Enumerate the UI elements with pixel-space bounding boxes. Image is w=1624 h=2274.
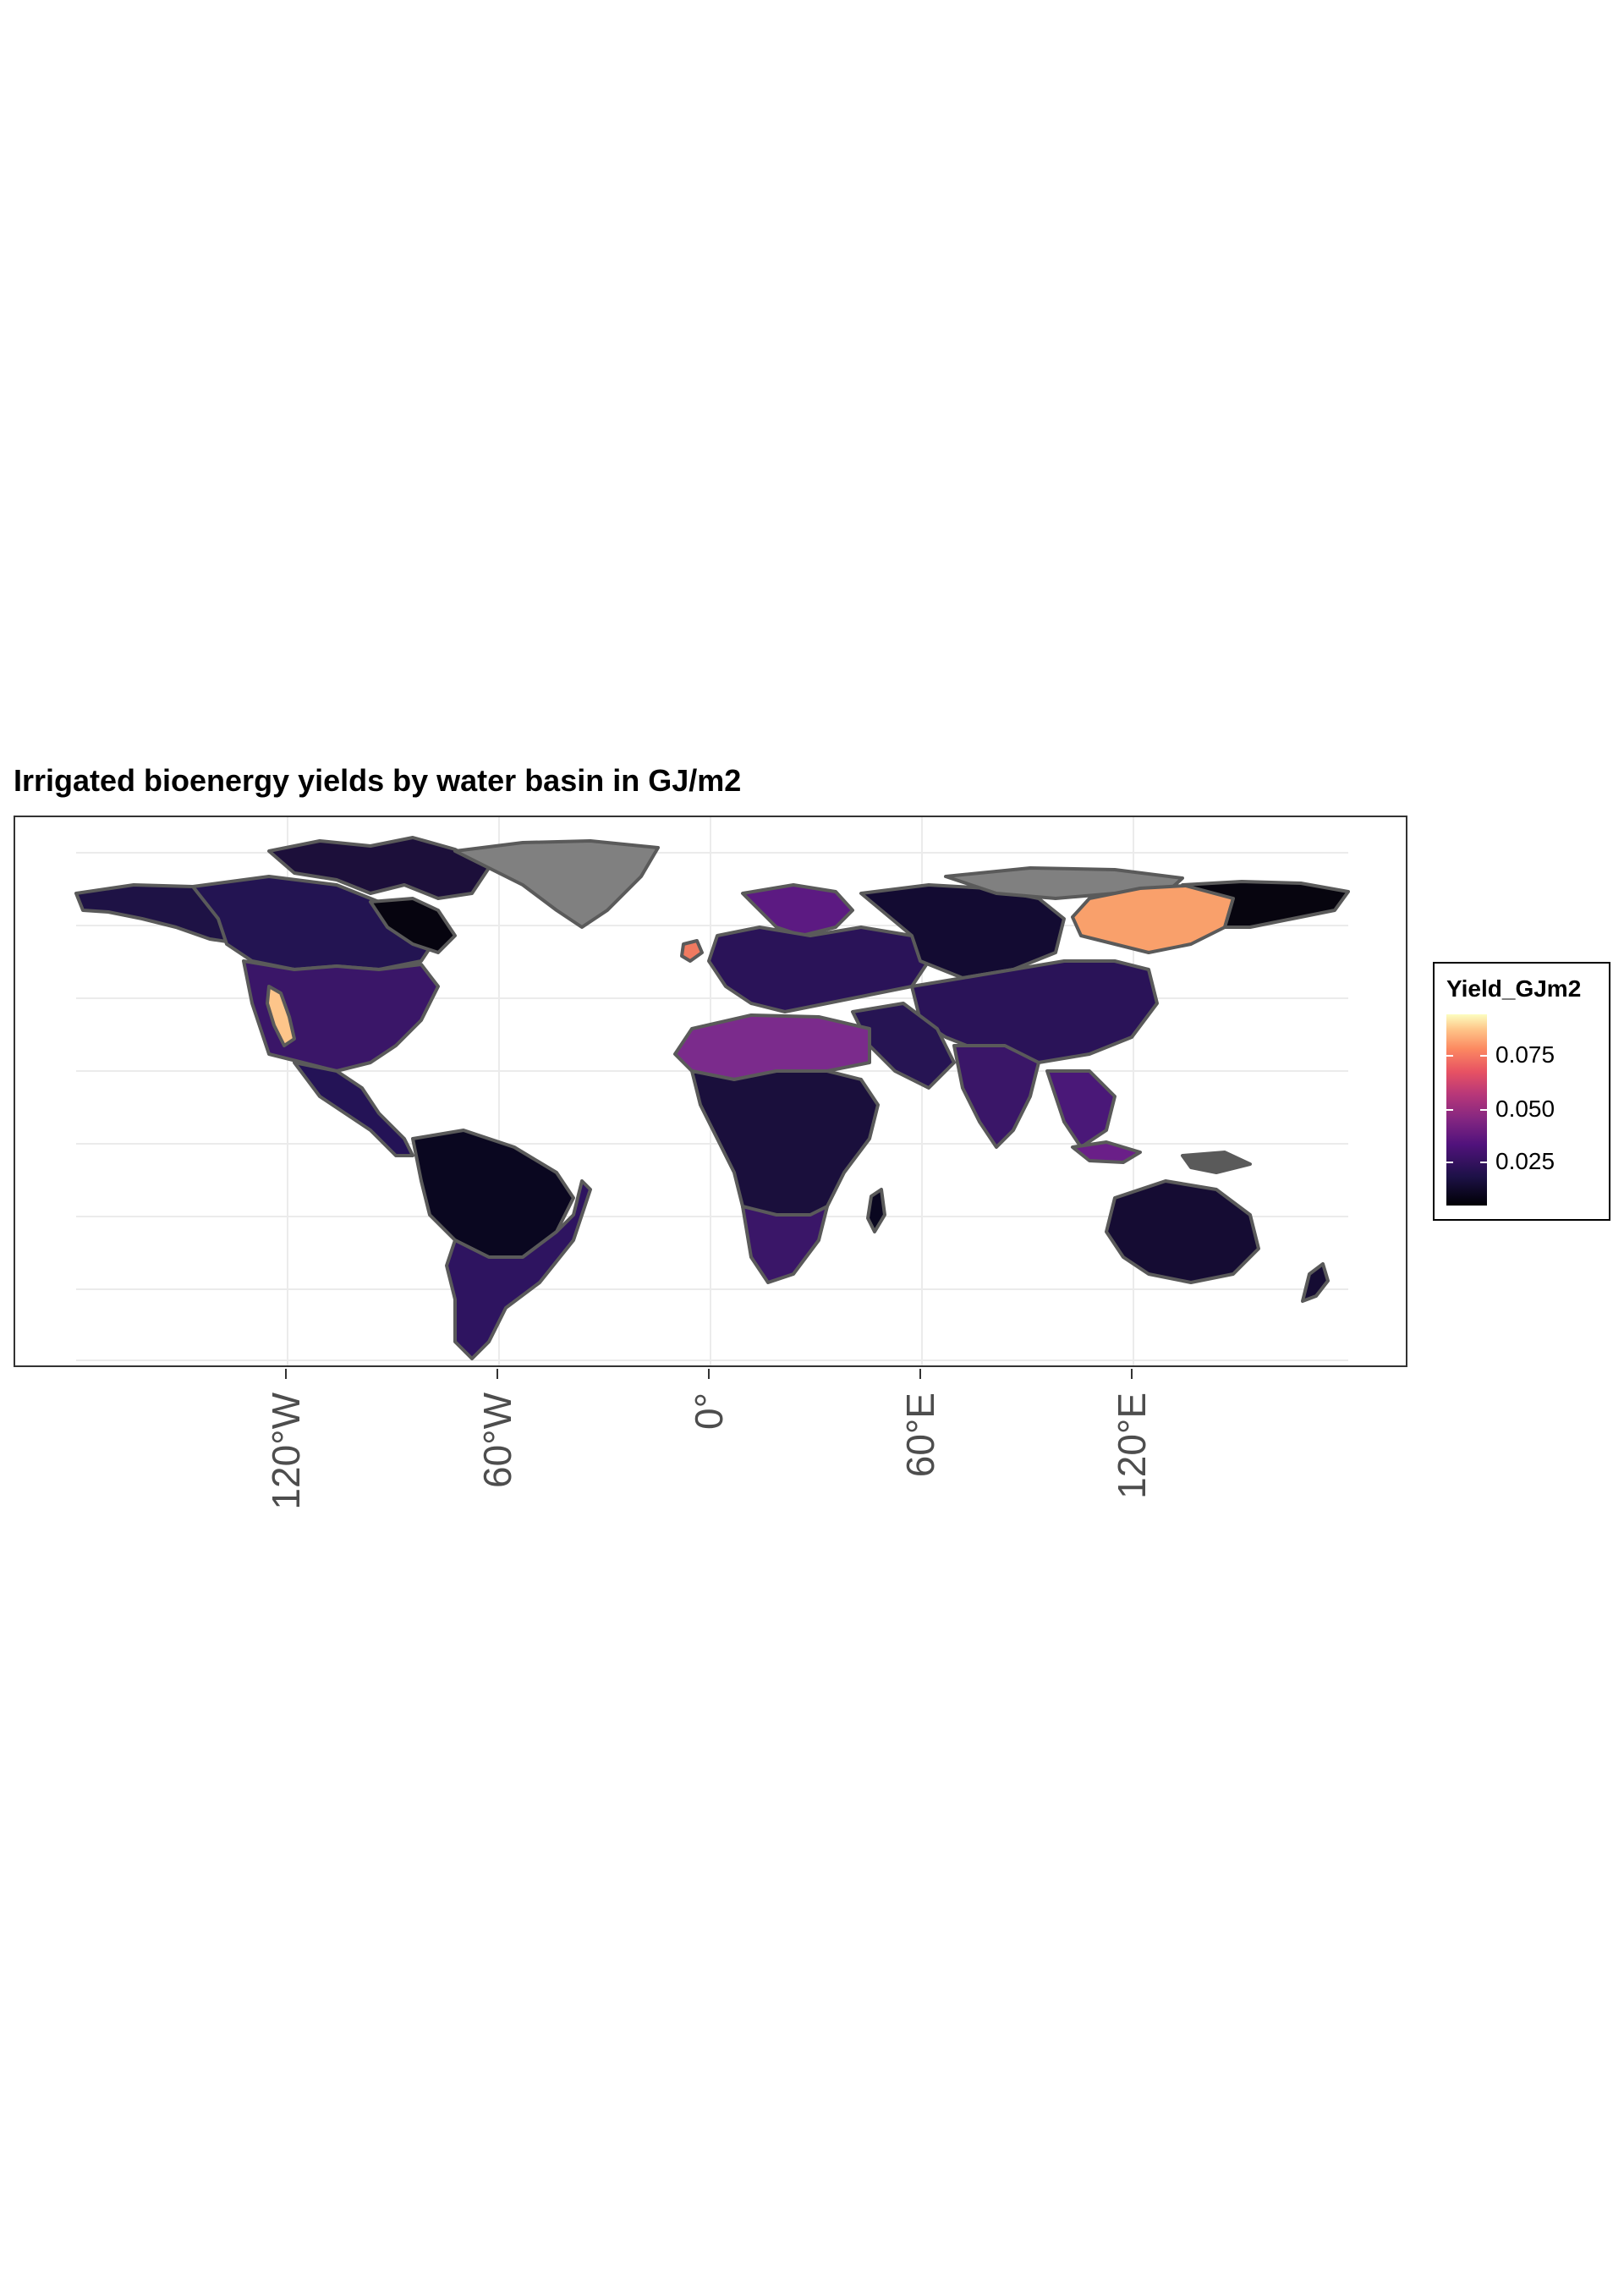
region-hudson <box>369 897 457 954</box>
legend-label-0075: 0.075 <box>1495 1041 1555 1068</box>
legend-title: Yield_GJm2 <box>1446 975 1582 1002</box>
region-new-zealand <box>1301 1262 1330 1303</box>
region-central-asia <box>910 959 1159 1064</box>
legend: Yield_GJm2 0.075 0.050 0.025 <box>1433 962 1610 1221</box>
region-california <box>266 985 296 1047</box>
region-lena-basin <box>1071 883 1235 954</box>
region-europe <box>707 926 930 1013</box>
x-tick-0: 0° <box>683 1369 734 1494</box>
region-sahara <box>673 1013 871 1081</box>
region-madagascar <box>866 1188 886 1233</box>
region-middle-east <box>851 1002 956 1090</box>
legend-tick-0050 <box>1446 1109 1487 1111</box>
region-greenland <box>453 839 660 929</box>
legend-label-0025: 0.025 <box>1495 1148 1555 1174</box>
region-new-guinea <box>1181 1151 1252 1174</box>
region-australia <box>1105 1179 1260 1284</box>
region-scandinavia <box>741 883 854 937</box>
region-southern-africa <box>741 1205 829 1284</box>
x-tick-60e: 60°E <box>895 1369 946 1494</box>
map-title: Irrigated bioenergy yields by water basi… <box>14 763 742 798</box>
region-indonesia <box>1071 1140 1142 1164</box>
legend-tick-0025 <box>1446 1162 1487 1163</box>
legend-tick-0075 <box>1446 1055 1487 1057</box>
region-far-east <box>1181 880 1350 929</box>
legend-label-0050: 0.050 <box>1495 1096 1555 1122</box>
region-arctic-canada <box>267 836 491 900</box>
x-tick-60w: 60°W <box>472 1369 523 1494</box>
region-se-asia <box>1045 1069 1116 1149</box>
region-west-siberia <box>859 883 1066 980</box>
map-panel <box>14 816 1407 1367</box>
region-usa <box>242 959 440 1073</box>
x-tick-120w: 120°W <box>261 1369 311 1510</box>
region-ireland <box>680 939 704 963</box>
x-tick-120e: 120°E <box>1106 1369 1157 1499</box>
region-central-america <box>293 1061 414 1157</box>
world-map <box>74 817 1350 1365</box>
region-south-america-south <box>445 1179 592 1360</box>
region-india <box>952 1044 1040 1149</box>
